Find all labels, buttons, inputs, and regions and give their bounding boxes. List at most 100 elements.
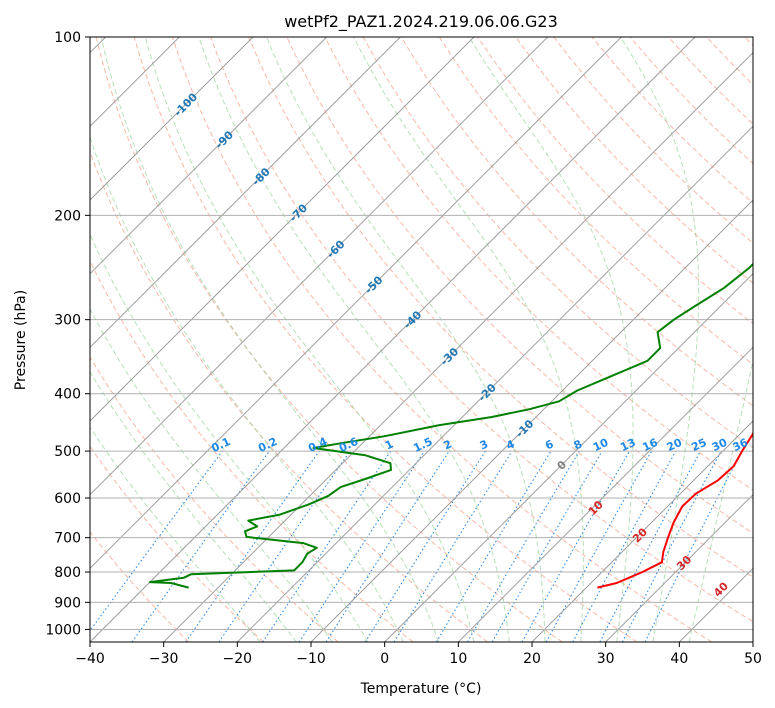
y-tick-label: 700 xyxy=(54,531,81,547)
theta-label: 10 xyxy=(586,498,606,518)
mixing-ratio-line xyxy=(325,450,450,642)
isotherm xyxy=(90,37,328,275)
dry-adiabat xyxy=(668,37,753,125)
dry-adiabat xyxy=(90,356,339,642)
mixing-ratio-label: 10 xyxy=(591,436,611,454)
moist-adiabat xyxy=(100,37,439,642)
mixing-ratio-label: 0.1 xyxy=(209,435,232,455)
x-tick-label: −10 xyxy=(296,651,326,667)
y-tick-label: 600 xyxy=(54,491,81,507)
profile-lines xyxy=(148,262,753,589)
isotherm xyxy=(90,37,401,349)
isotherm xyxy=(752,641,753,642)
x-tick-label: −40 xyxy=(75,651,105,667)
dry-adiabat xyxy=(591,37,753,204)
dry-adiabat xyxy=(706,37,753,86)
y-tick-label: 1000 xyxy=(45,622,81,638)
mixing-ratio-line xyxy=(90,450,223,632)
dry-adiabat xyxy=(90,445,264,642)
mixing-ratio-label: 0.4 xyxy=(306,435,329,455)
moist-adiabat xyxy=(90,135,404,642)
x-axis: −40 −30 −20 −10 0 10 20 30 40 50 xyxy=(75,642,762,667)
mixing-ratio-label: 36 xyxy=(731,436,751,454)
plot-frame xyxy=(89,36,754,643)
isotherm xyxy=(90,37,549,496)
y-axis-title: Pressure (hPa) xyxy=(13,290,29,390)
dry-adiabat xyxy=(362,37,753,449)
mixing-ratio-line xyxy=(218,450,351,642)
background-lines xyxy=(90,37,753,642)
y-tick-label: 500 xyxy=(54,444,81,460)
x-tick-label: −20 xyxy=(223,651,253,667)
isotherm xyxy=(605,493,753,642)
mixing-ratio-label: 25 xyxy=(689,436,708,454)
y-tick-label: 900 xyxy=(54,595,81,611)
moist-adiabat xyxy=(353,37,584,642)
dry-adiabat xyxy=(171,37,712,642)
dry-adiabat xyxy=(210,37,753,623)
isotherm-label: -100 xyxy=(172,90,201,119)
isotherm xyxy=(236,125,753,642)
dry-adiabat xyxy=(95,37,563,642)
y-axis: 100 200 300 400 500 600 700 800 900 1000 xyxy=(45,30,90,638)
y-tick-label: 400 xyxy=(54,387,81,403)
moist-adiabat xyxy=(688,358,753,642)
isotherm xyxy=(90,37,696,642)
y-tick-label: 300 xyxy=(54,313,81,329)
moist-adiabat xyxy=(144,37,475,642)
dry-adiabat xyxy=(515,37,753,284)
x-tick-label: 30 xyxy=(597,651,615,667)
dry-adiabat xyxy=(400,37,753,407)
mixing-ratio-label: 6 xyxy=(543,437,556,452)
moist-adiabat xyxy=(198,37,510,642)
temperature-profile xyxy=(597,431,753,589)
mixing-ratio-line xyxy=(545,450,653,642)
isotherm xyxy=(90,37,254,201)
x-tick-label: 40 xyxy=(670,651,688,667)
isotherm xyxy=(163,51,753,642)
dry-adiabat xyxy=(744,37,753,47)
isotherm xyxy=(90,37,475,422)
mixing-ratio-label: 0.6 xyxy=(337,435,360,455)
moist-adiabat xyxy=(90,308,333,642)
chart-title: wetPf2_PAZ1.2024.219.06.06.G23 xyxy=(284,12,558,32)
mixing-ratio-label: 16 xyxy=(640,436,660,454)
isotherm xyxy=(457,346,753,642)
moist-adiabat xyxy=(90,426,261,642)
mixing-ratio-label: 30 xyxy=(710,436,730,454)
isotherm xyxy=(384,272,753,642)
dry-adiabat xyxy=(133,37,638,642)
dry-adiabat xyxy=(90,259,414,642)
dry-adiabat xyxy=(90,531,190,642)
y-tick-label: 800 xyxy=(54,565,81,581)
mixing-ratio-line xyxy=(393,450,513,642)
dry-adiabat xyxy=(90,150,488,642)
mixing-ratio-line xyxy=(644,450,743,642)
isotherm-label: -80 xyxy=(250,165,273,188)
moist-adiabat xyxy=(468,37,634,642)
dry-adiabat xyxy=(248,37,753,578)
mixing-ratio-line xyxy=(621,450,722,642)
isotherm-label: -10 xyxy=(513,417,536,440)
mixing-ratio-label: 0.2 xyxy=(256,435,279,455)
grid-lines xyxy=(90,37,753,642)
y-tick-label: 100 xyxy=(54,30,81,46)
mixing-ratio-label: 2 xyxy=(442,437,454,452)
x-tick-label: −30 xyxy=(149,651,179,667)
x-tick-label: 0 xyxy=(380,651,389,667)
mixing-ratio-line xyxy=(521,450,630,642)
x-axis-title: Temperature (°C) xyxy=(360,681,482,697)
mixing-ratio-line xyxy=(435,450,552,642)
moist-adiabat xyxy=(90,233,369,642)
theta-label: 40 xyxy=(711,579,731,599)
moist-adiabat xyxy=(266,37,546,642)
isotherm xyxy=(310,199,753,642)
mixing-ratio-label: 3 xyxy=(478,437,490,452)
isotherm xyxy=(90,37,622,570)
mixing-ratio-line xyxy=(599,450,701,642)
x-tick-label: 20 xyxy=(523,651,541,667)
y-tick-label: 200 xyxy=(54,208,81,224)
mixing-ratio-label: 1 xyxy=(383,437,395,452)
moist-adiabat xyxy=(620,37,700,642)
